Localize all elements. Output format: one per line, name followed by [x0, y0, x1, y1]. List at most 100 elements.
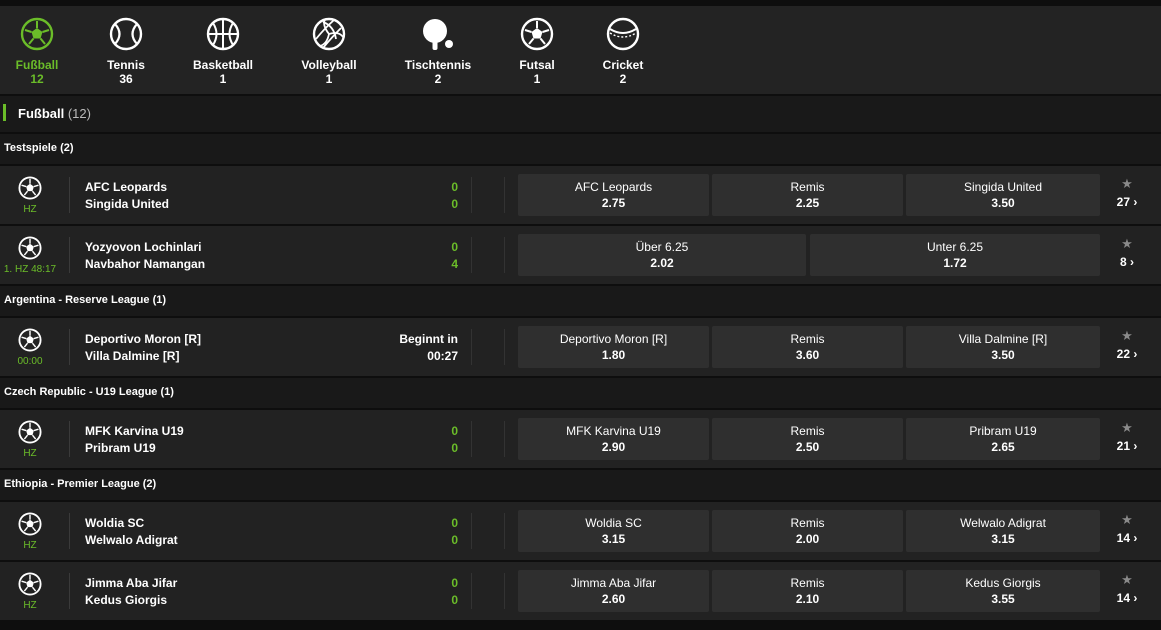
league-header[interactable]: Ethiopia - Premier League (2) — [0, 470, 1161, 500]
away-team: Navbahor Namangan — [85, 257, 206, 271]
star-icon[interactable]: ★ — [1121, 328, 1133, 343]
odd-button[interactable]: Kedus Giorgis 3.55 — [906, 570, 1100, 612]
home-team: Deportivo Moron [R] — [85, 332, 201, 346]
league-header[interactable]: Czech Republic - U19 League (1) — [0, 378, 1161, 408]
odd-button[interactable]: Remis 2.50 — [712, 418, 903, 460]
divider — [471, 421, 472, 457]
divider — [471, 513, 472, 549]
sport-tab-basketball[interactable]: Basketball 1 — [183, 6, 263, 94]
sport-tab-name: Futsal — [519, 58, 555, 72]
odd-label: Remis — [790, 424, 825, 438]
odd-label: Remis — [790, 576, 825, 590]
odd-value: 2.75 — [601, 196, 626, 210]
sport-tab-volleyball[interactable]: Volleyball 1 — [289, 6, 369, 94]
more-markets-button[interactable]: ★ 14 › — [1110, 502, 1150, 560]
away-team: Kedus Giorgis — [85, 593, 168, 607]
home-score: 0 — [451, 240, 458, 254]
sport-tab-name: Volleyball — [301, 58, 357, 72]
star-icon[interactable]: ★ — [1121, 236, 1133, 251]
odd-button[interactable]: Pribram U19 2.65 — [906, 418, 1100, 460]
more-markets-count: 21 › — [1116, 439, 1138, 453]
odd-button[interactable]: Über 6.25 2.02 — [518, 234, 806, 276]
star-icon[interactable]: ★ — [1121, 420, 1133, 435]
more-markets-button[interactable]: ★ 21 › — [1110, 410, 1150, 468]
odd-label: AFC Leopards — [574, 180, 653, 194]
odd-value: 3.60 — [795, 348, 820, 362]
odd-button[interactable]: AFC Leopards 2.75 — [518, 174, 709, 216]
odd-button[interactable]: Remis 2.25 — [712, 174, 903, 216]
sport-tab-tennis[interactable]: Tennis 36 — [86, 6, 166, 94]
event-row[interactable]: HZ Jimma Aba Jifar Kedus Giorgis 0 0 Jim… — [0, 562, 1161, 620]
sport-tab-cricket[interactable]: Cricket 2 — [583, 6, 663, 94]
sport-tab-fussball[interactable]: Fußball 12 — [0, 6, 77, 94]
odd-value: 3.15 — [601, 532, 626, 546]
divider — [471, 573, 472, 609]
odd-label: Villa Dalmine [R] — [958, 332, 1048, 346]
sport-tab-count: 2 — [434, 72, 442, 86]
league-title: Ethiopia - Premier League (2) — [4, 478, 156, 490]
divider — [69, 329, 70, 365]
sport-tab-tischtennis[interactable]: Tischtennis 2 — [398, 6, 478, 94]
table-tennis-icon — [423, 19, 453, 50]
event-row[interactable]: HZ AFC Leopards Singida United 0 0 AFC L… — [0, 166, 1161, 224]
event-row[interactable]: HZ MFK Karvina U19 Pribram U19 0 0 MFK K… — [0, 410, 1161, 468]
football-icon — [18, 176, 42, 200]
star-icon[interactable]: ★ — [1121, 572, 1133, 587]
more-markets-button[interactable]: ★ 14 › — [1110, 562, 1150, 620]
league-header[interactable]: Argentina - Reserve League (1) — [0, 286, 1161, 316]
sport-tab-futsal[interactable]: Futsal 1 — [497, 6, 577, 94]
starts-in-label: Beginnt in — [399, 332, 458, 346]
volleyball-icon — [312, 17, 346, 51]
odd-button[interactable]: Remis 2.10 — [712, 570, 903, 612]
football-icon — [18, 236, 42, 260]
odd-button[interactable]: Singida United 3.50 — [906, 174, 1100, 216]
event-row[interactable]: 00:00 Deportivo Moron [R] Villa Dalmine … — [0, 318, 1161, 376]
home-score: 0 — [451, 180, 458, 194]
odd-value: 1.80 — [601, 348, 626, 362]
odd-button[interactable]: Villa Dalmine [R] 3.50 — [906, 326, 1100, 368]
event-row[interactable]: HZ Woldia SC Welwalo Adigrat 0 0 Woldia … — [0, 502, 1161, 560]
league-header[interactable]: Testspiele (2) — [0, 134, 1161, 164]
home-team: MFK Karvina U19 — [85, 424, 184, 438]
sport-tab-name: Fußball — [15, 58, 59, 72]
more-markets-button[interactable]: ★ 22 › — [1110, 318, 1150, 376]
odd-value: 2.10 — [795, 592, 820, 606]
odd-button[interactable]: Woldia SC 3.15 — [518, 510, 709, 552]
more-markets-button[interactable]: ★ 8 › — [1110, 226, 1150, 284]
odd-button[interactable]: Remis 3.60 — [712, 326, 903, 368]
star-icon[interactable]: ★ — [1121, 176, 1133, 191]
divider — [504, 237, 505, 273]
league-title: Argentina - Reserve League (1) — [4, 294, 166, 306]
sport-tab-name: Basketball — [192, 58, 254, 72]
sport-tab-count: 12 — [30, 72, 44, 86]
odd-label: Remis — [790, 516, 825, 530]
divider — [504, 177, 505, 213]
odd-button[interactable]: Jimma Aba Jifar 2.60 — [518, 570, 709, 612]
league-count: (2) — [60, 142, 74, 154]
odd-button[interactable]: Unter 6.25 1.72 — [810, 234, 1100, 276]
home-score: 0 — [451, 424, 458, 438]
home-team: AFC Leopards — [85, 180, 168, 194]
odd-button[interactable]: Deportivo Moron [R] 1.80 — [518, 326, 709, 368]
away-score: 0 — [451, 593, 458, 607]
star-icon[interactable]: ★ — [1121, 512, 1133, 527]
odd-value: 2.02 — [650, 256, 674, 270]
divider — [69, 573, 70, 609]
football-icon — [18, 572, 42, 596]
odd-value: 1.72 — [943, 256, 967, 270]
league-name: Czech Republic - U19 League — [4, 386, 158, 398]
sport-tab-name: Tennis — [107, 58, 145, 72]
match-status: HZ — [23, 448, 37, 459]
match-status: HZ — [23, 204, 37, 215]
odd-label: Woldia SC — [585, 516, 642, 530]
odd-button[interactable]: Remis 2.00 — [712, 510, 903, 552]
top-strip — [0, 0, 1161, 6]
more-markets-button[interactable]: ★ 27 › — [1110, 166, 1150, 224]
odd-label: MFK Karvina U19 — [566, 424, 661, 438]
event-row[interactable]: 1. HZ 48:17 Yozyovon Lochinlari Navbahor… — [0, 226, 1161, 284]
odd-button[interactable]: MFK Karvina U19 2.90 — [518, 418, 709, 460]
divider — [504, 573, 505, 609]
odd-label: Pribram U19 — [969, 424, 1037, 438]
odd-button[interactable]: Welwalo Adigrat 3.15 — [906, 510, 1100, 552]
divider — [471, 177, 472, 213]
